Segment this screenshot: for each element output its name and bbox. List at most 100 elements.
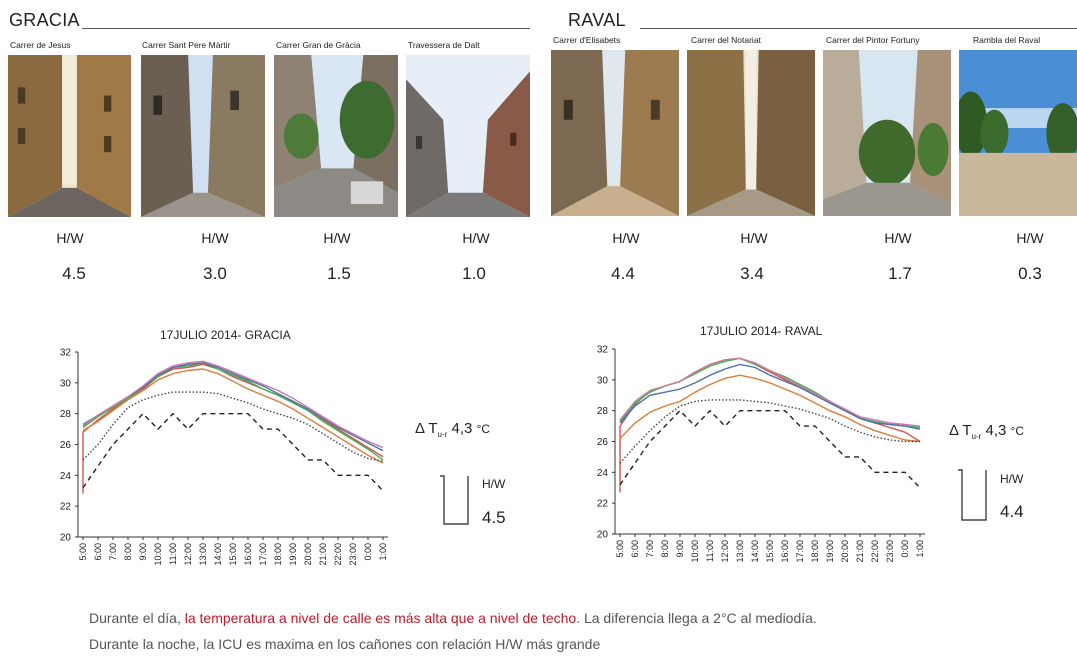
y-tick-label: 28 (60, 409, 72, 420)
street-label: Carrer d'Elisabets (553, 35, 621, 45)
street-photo-pintor-fortuny (823, 50, 951, 216)
series-line (82, 360, 384, 449)
y-tick-label: 32 (597, 345, 609, 356)
x-tick-label: 5:00 (78, 543, 88, 561)
y-tick-label: 20 (597, 530, 609, 541)
x-tick-label: 11:00 (705, 540, 715, 562)
x-tick-label: 22:00 (333, 543, 343, 566)
x-tick-label: 23:00 (348, 543, 358, 566)
x-tick-label: 9:00 (675, 540, 685, 558)
x-tick-label: 16:00 (780, 540, 790, 563)
delta-prefix: Δ T (415, 420, 438, 437)
delta-value: 4,3 (451, 420, 473, 437)
x-tick-label: 0:00 (900, 540, 910, 558)
region-divider-raval (640, 28, 1077, 29)
street-label: Travessera de Dalt (408, 40, 480, 50)
caption-line-2: Durante la noche, la ICU es maxima en lo… (89, 636, 601, 652)
series-line (619, 374, 921, 443)
hw-label: H/W (1016, 230, 1044, 246)
street-photo-elisabets (551, 50, 679, 216)
canyon-hw-value-gracia: 4.5 (482, 508, 506, 527)
caption-line-1: Durante el día, la temperatura a nivel d… (89, 610, 817, 626)
hw-label: H/W (201, 230, 229, 246)
x-tick-label: 15:00 (765, 540, 775, 563)
canyon-hw-label-gracia: H/W (482, 477, 506, 491)
street-label: Carrer Gran de Gràcia (276, 40, 361, 50)
temperature-chart-gracia: 20 22 24 26 28 30 32 5:00 6:00 7:00 8:00 9:00 10:00 1… (60, 348, 388, 566)
region-title-raval: RAVAL (568, 10, 626, 30)
y-tick-label: 26 (597, 437, 609, 448)
hw-value: 4.5 (62, 264, 86, 283)
hw-value: 0.3 (1018, 264, 1042, 283)
delta-temperature-raval: Δ Tu-r 4,3 °C (949, 422, 1024, 441)
y-tick-label: 26 (60, 440, 72, 451)
region-divider-gracia (82, 28, 530, 29)
x-tick-label: 5:00 (615, 540, 625, 558)
canyon-hw-value-raval: 4.4 (1000, 502, 1024, 521)
street-photo-travessera-de-dalt (406, 55, 530, 217)
y-tick-label: 22 (60, 502, 72, 513)
hw-label: H/W (740, 230, 768, 246)
street-label: Rambla del Raval (973, 35, 1041, 45)
x-tick-label: 10:00 (690, 540, 700, 563)
x-tick-label: 6:00 (630, 540, 640, 558)
series-line (619, 399, 920, 464)
series-line (619, 357, 921, 427)
y-tick-label: 30 (597, 375, 609, 386)
street-photo-rambla-del-raval (959, 50, 1077, 216)
x-tick-label: 9:00 (138, 543, 148, 561)
temperature-chart-raval: 20 22 24 26 28 30 32 5:00 6:00 7:00 8:00 9:00 10:00 1… (597, 345, 925, 563)
x-tick-label: 12:00 (720, 540, 730, 563)
caption-highlight: la temperatura a nivel de calle es más a… (184, 610, 577, 626)
y-tick-label: 30 (60, 378, 72, 389)
series-line (619, 363, 921, 430)
x-tick-label: 12:00 (183, 543, 193, 566)
hw-value: 1.5 (327, 264, 351, 283)
x-tick-label: 11:00 (168, 543, 178, 565)
x-tick-label: 8:00 (660, 540, 670, 558)
chart-title-raval: 17JULIO 2014- RAVAL (700, 324, 823, 338)
x-tick-label: 21:00 (318, 543, 328, 566)
y-tick-label: 28 (597, 406, 609, 417)
street-label: Carrer Sant Pere Màrtir (142, 40, 231, 50)
x-tick-label: 18:00 (810, 540, 820, 563)
x-tick-label: 14:00 (750, 540, 760, 563)
y-tick-label: 22 (597, 499, 609, 510)
x-tick-label: 19:00 (288, 543, 298, 566)
street-label: Carrer de Jesus (10, 40, 71, 50)
canyon-icon-gracia (440, 475, 469, 525)
canyon-hw-label-raval: H/W (1000, 472, 1024, 486)
x-tick-label: 6:00 (93, 543, 103, 561)
x-tick-label: 17:00 (795, 540, 805, 563)
hw-value: 1.7 (888, 264, 912, 283)
x-tick-label: 21:00 (855, 540, 865, 563)
hw-label: H/W (462, 230, 490, 246)
delta-subscript: u-r (971, 432, 982, 441)
x-tick-label: 22:00 (870, 540, 880, 563)
x-tick-label: 13:00 (198, 543, 208, 566)
delta-prefix: Δ T (949, 422, 972, 439)
street-label: Carrer del Pintor Fortuny (826, 35, 920, 45)
hw-value: 3.0 (203, 264, 227, 283)
hw-value: 1.0 (462, 264, 486, 283)
x-tick-label: 17:00 (258, 543, 268, 566)
region-title-gracia: GRACIA (9, 10, 80, 30)
chart-title-gracia: 17JULIO 2014- GRACIA (160, 328, 291, 342)
x-tick-label: 10:00 (153, 543, 163, 566)
x-tick-label: 1:00 (915, 540, 925, 558)
x-tick-label: 15:00 (228, 543, 238, 566)
series-line (82, 412, 384, 492)
x-tick-label: 7:00 (645, 540, 655, 558)
hw-label: H/W (612, 230, 640, 246)
street-photo-carrer-de-jesus (8, 55, 131, 217)
canyon-icon-raval (958, 469, 987, 521)
x-tick-label: 18:00 (273, 543, 283, 566)
street-photo-gran-de-gracia (274, 55, 398, 217)
x-tick-label: 19:00 (825, 540, 835, 563)
caption-text: Durante el día, (89, 610, 185, 626)
delta-unit: °C (1010, 424, 1024, 438)
hw-value: 3.4 (740, 264, 764, 283)
delta-subscript: u-r (437, 430, 448, 439)
series-line (82, 362, 384, 461)
hw-label: H/W (884, 230, 912, 246)
